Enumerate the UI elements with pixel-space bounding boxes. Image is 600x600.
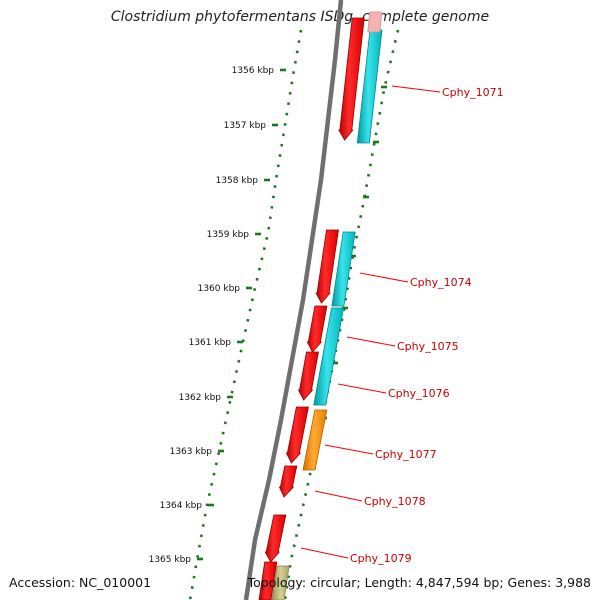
genome-backbone [243,0,344,600]
scale-ring [188,29,303,600]
gene-label[interactable]: Cphy_1076 [388,387,450,400]
gene-cphy-1077[interactable] [302,409,328,471]
gene-cphy-1077a[interactable] [285,406,309,464]
accession-text: Accession: NC_010001 [9,575,152,590]
gene-upper-fragment[interactable] [367,11,383,33]
scale-tick-label: 1357 kbp [224,121,267,131]
scale-tick-label: 1363 kbp [170,447,213,457]
scale-tick-label: 1364 kbp [160,501,203,511]
genome-summary-text: Topology: circular; Length: 4,847,594 bp… [247,575,591,590]
gene-label[interactable]: Cphy_1078 [364,495,426,508]
gene-cphy-1081[interactable] [271,565,290,600]
gene-cphy-1070[interactable] [338,17,365,141]
gene-label-leader [359,272,409,283]
gene-label-leader [391,85,441,93]
scale-tick-label: 1361 kbp [189,338,232,348]
scale-tick-label: 1358 kbp [216,176,259,186]
scale-tick-label: 1362 kbp [179,393,222,403]
gene-label[interactable]: Cphy_1075 [397,340,459,353]
scale-tick-label: 1365 kbp [149,555,192,565]
gene-label[interactable]: Cphy_1079 [350,552,412,565]
gene-label-leader [324,444,374,455]
gene-label[interactable]: Cphy_1074 [410,276,472,289]
gene-cphy-1072[interactable] [315,229,339,304]
gene-label-leader [314,490,363,502]
gene-cphy-1073[interactable] [306,305,328,353]
gene-cphy-1075[interactable] [313,307,345,406]
scale-tick-label: 1360 kbp [198,284,241,294]
gene-cphy-1078[interactable] [278,465,298,498]
gene-cphy-1079[interactable] [264,514,287,563]
map-title: Clostridium phytofermentans ISDg, comple… [110,9,490,25]
gene-label-leader [346,336,396,347]
gene-cphy-1076[interactable] [297,351,319,401]
gene-label[interactable]: Cphy_1071 [442,86,504,99]
scale-tick-label: 1356 kbp [232,66,275,76]
gene-cphy-1080[interactable] [258,561,278,600]
gene-label-leader [300,547,349,559]
gene-cphy-1074[interactable] [331,231,356,307]
gene-label[interactable]: Cphy_1077 [375,448,437,461]
scale-tick-label: 1359 kbp [207,230,250,240]
gene-label-leader [337,383,387,394]
